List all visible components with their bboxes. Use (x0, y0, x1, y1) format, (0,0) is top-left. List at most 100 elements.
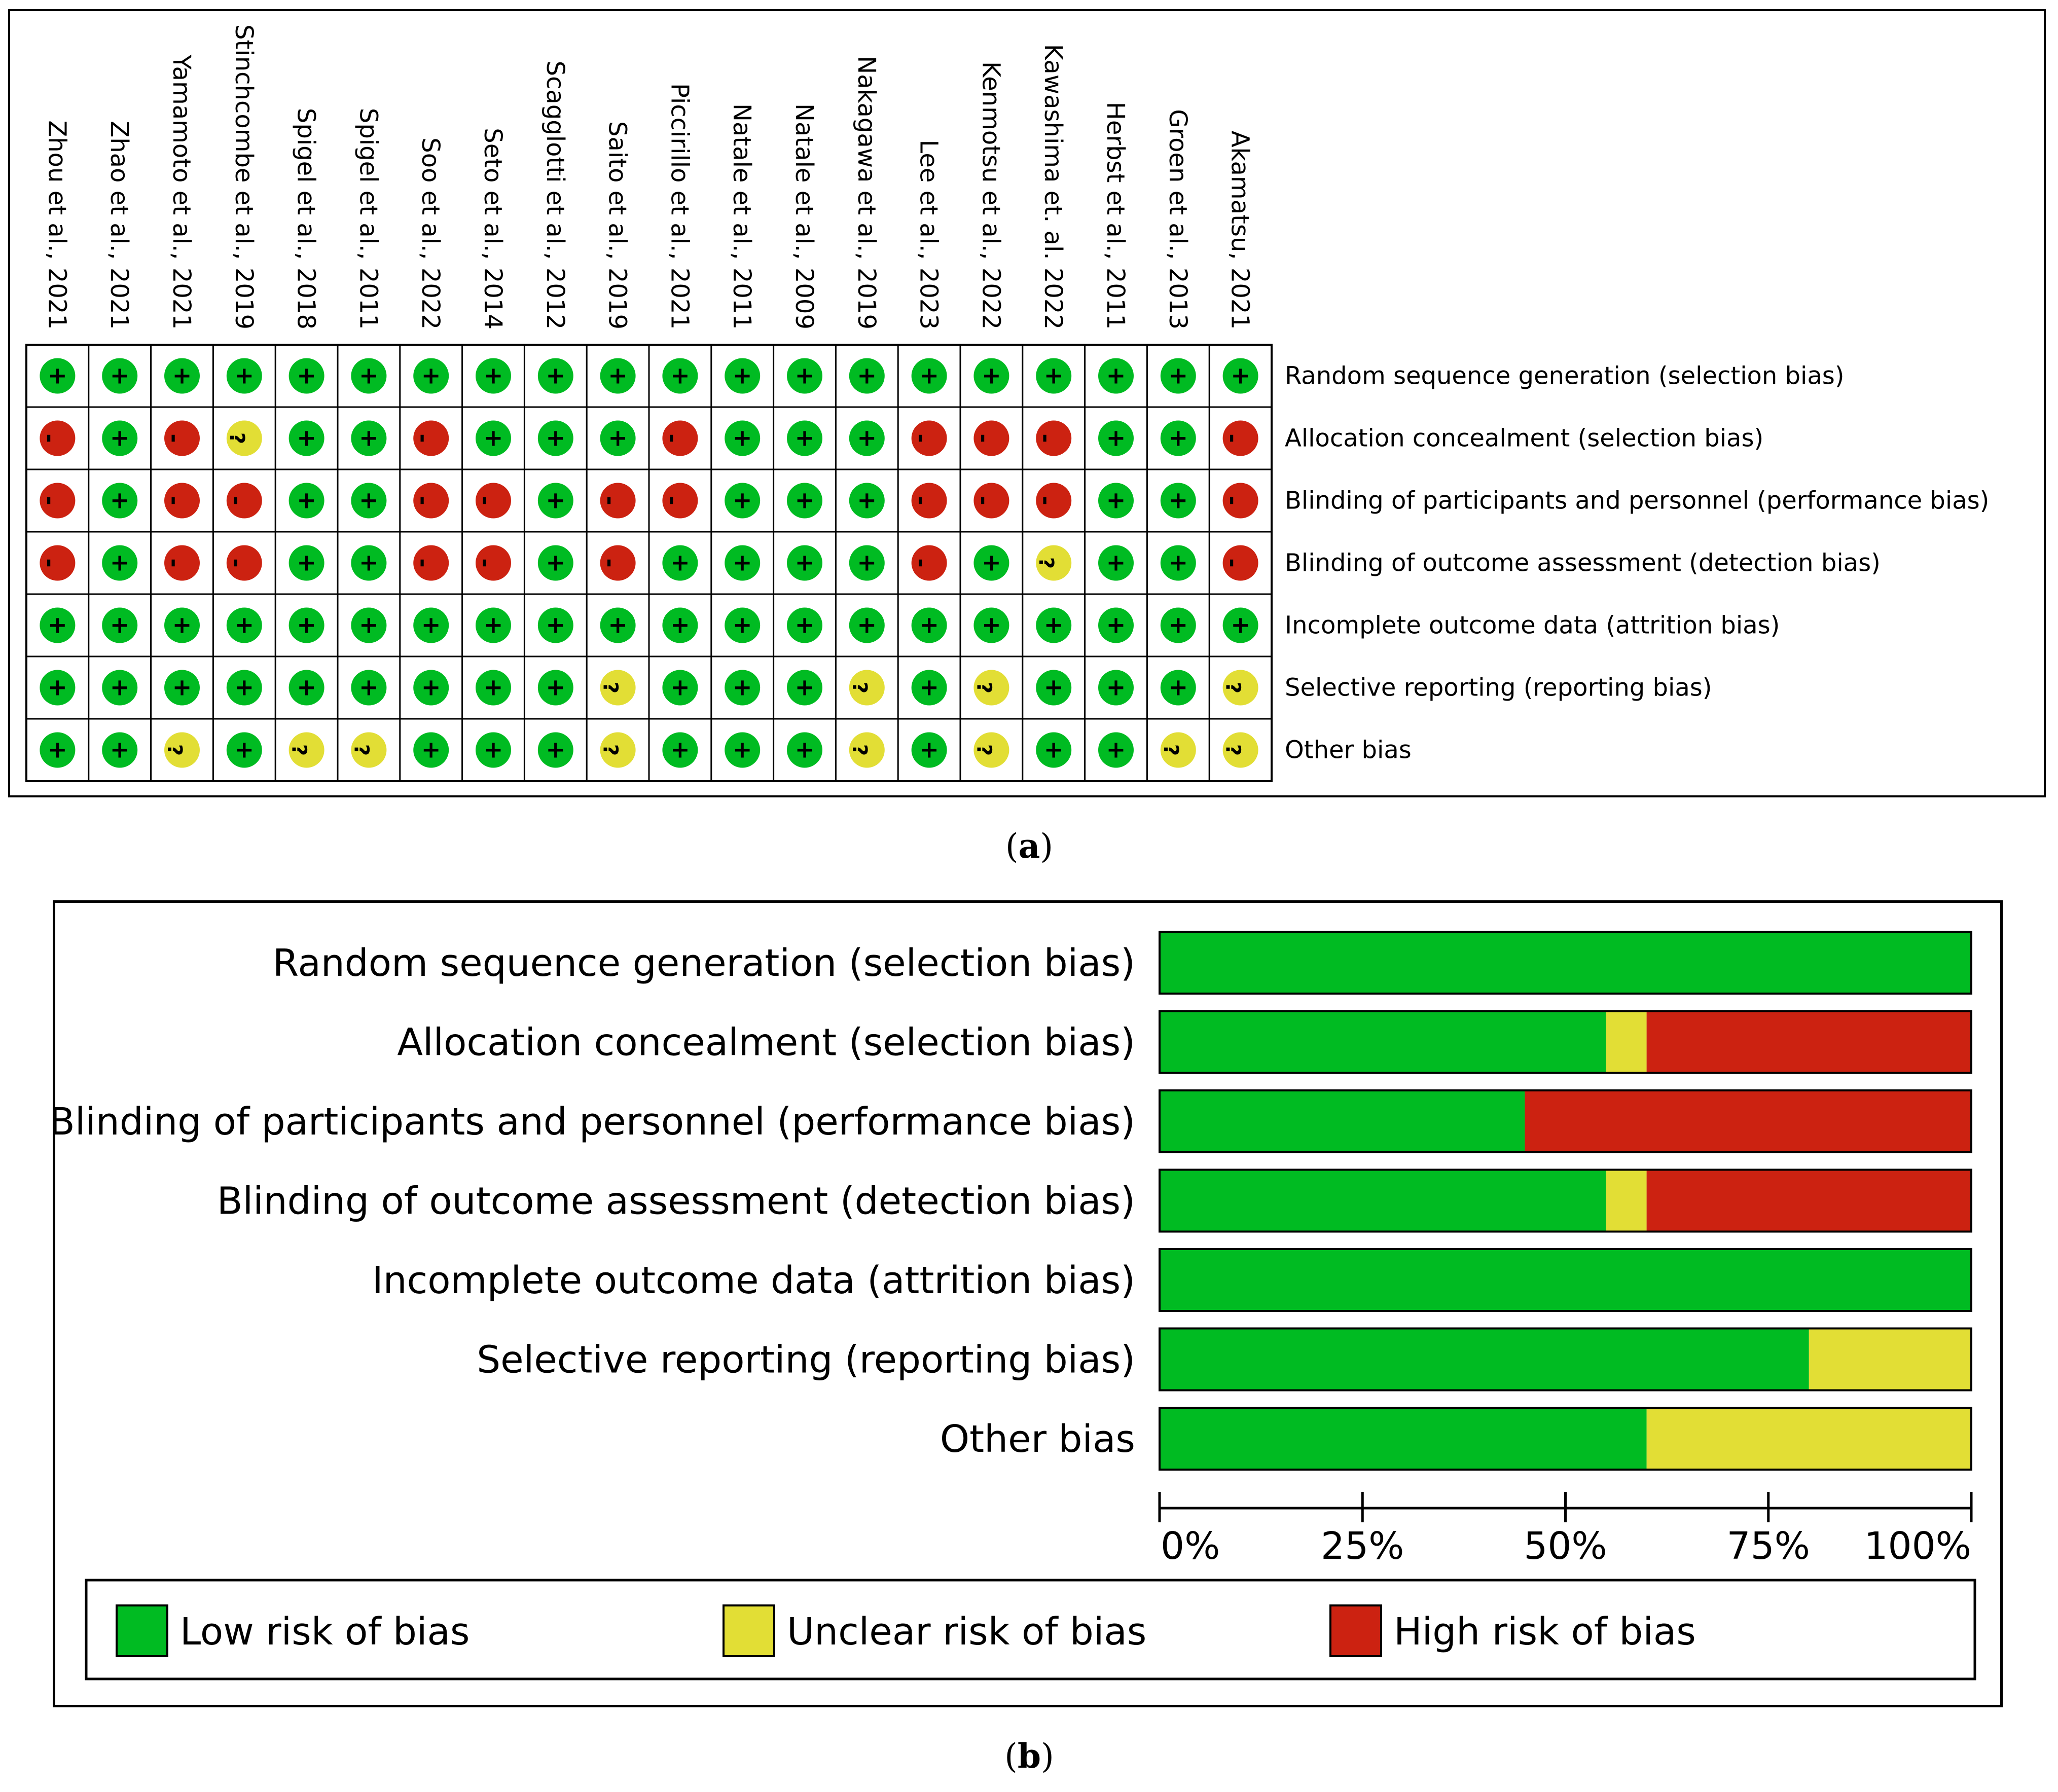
judgement-marker-low: + (1036, 607, 1072, 643)
study-label: Zhao et al., 2021 (105, 121, 133, 330)
judgement-symbol: + (919, 611, 939, 639)
judgement-circle (413, 545, 449, 581)
domain-label: Other bias (1285, 736, 1412, 764)
study-label: Natale et al., 2011 (728, 103, 756, 330)
judgement-circle (1222, 483, 1258, 519)
bar-segment-unclear (1646, 1408, 1971, 1470)
judgement-symbol: + (172, 362, 192, 389)
judgement-symbol: - (909, 433, 934, 443)
judgement-marker-low: + (1098, 420, 1134, 456)
judgement-symbol: + (857, 549, 877, 576)
study-label: Soo et al., 2022 (416, 137, 445, 330)
judgement-symbol: + (857, 611, 877, 639)
judgement-marker-low: + (725, 358, 761, 394)
judgement-circle (1222, 607, 1258, 643)
judgement-circle (600, 545, 636, 581)
judgement-symbol: - (410, 496, 436, 505)
judgement-symbol: + (795, 362, 815, 389)
judgement-circle (1222, 732, 1258, 768)
bar-segment-high (1525, 1090, 1971, 1152)
judgement-marker-high: - (37, 483, 76, 519)
judgement-circle (102, 358, 138, 394)
judgement-marker-high: - (597, 483, 636, 519)
judgement-marker-low: + (787, 358, 822, 394)
judgement-marker-low: + (40, 732, 76, 768)
judgement-marker-low: + (849, 358, 885, 394)
judgement-circle (537, 732, 573, 768)
judgement-symbol: + (733, 549, 752, 576)
study-label: Kawashima et. al. 2022 (1039, 44, 1067, 330)
panel-a-frame (8, 9, 2046, 797)
judgement-symbol: + (48, 611, 67, 639)
judgement-marker-low: + (288, 483, 324, 519)
judgement-symbol: + (359, 611, 379, 639)
judgement-circle (40, 358, 76, 394)
x-tick-label: 50% (1524, 1524, 1607, 1568)
study-label: Kenmotsu et al., 2022 (977, 61, 1005, 330)
bar-segment-low (1160, 1249, 1971, 1311)
judgement-circle (600, 607, 636, 643)
judgement-circle (288, 670, 324, 706)
judgement-marker-low: + (600, 420, 636, 456)
judgement-symbol: + (110, 362, 130, 389)
judgement-symbol: - (597, 496, 623, 505)
judgement-circle (1160, 670, 1196, 706)
bar-segment-low (1160, 1169, 1606, 1232)
domain-label: Selective reporting (reporting bias) (1285, 674, 1712, 702)
judgement-marker-low: + (1160, 607, 1196, 643)
judgement-marker-low: + (537, 483, 573, 519)
judgement-circle (351, 420, 387, 456)
judgement-symbol: + (235, 736, 255, 763)
bar-segment-low (1160, 1011, 1606, 1073)
judgement-circle (911, 670, 947, 706)
judgement-circle (164, 358, 200, 394)
bar-outline (1159, 1168, 1972, 1233)
judgement-marker-low: + (40, 607, 76, 643)
judgement-symbol: + (919, 362, 939, 389)
judgement-circle (1160, 545, 1196, 581)
judgement-marker-high: - (161, 545, 200, 581)
judgement-circle (476, 483, 511, 519)
judgement-symbol: - (1033, 433, 1059, 443)
judgement-symbol: + (608, 424, 628, 452)
judgement-marker-low: + (164, 607, 200, 643)
judgement-circle (662, 358, 698, 394)
judgement-marker-low: + (40, 670, 76, 706)
judgement-marker-low: + (351, 670, 387, 706)
judgement-marker-low: + (849, 607, 885, 643)
judgement-marker-low: + (288, 670, 324, 706)
judgement-symbol: + (110, 674, 130, 701)
judgement-circle (911, 420, 947, 456)
judgement-circle (600, 670, 636, 706)
study-label: Zhou et al., 2021 (43, 120, 71, 330)
judgement-symbol: + (1169, 674, 1188, 701)
judgement-marker-low: + (1036, 732, 1072, 768)
study-label: Groen et al., 2013 (1164, 109, 1192, 330)
judgement-circle (288, 732, 324, 768)
judgement-circle (413, 732, 449, 768)
judgement-symbol: + (359, 487, 379, 514)
judgement-marker-low: + (102, 420, 138, 456)
judgement-symbol: + (919, 674, 939, 701)
judgement-marker-low: + (787, 483, 822, 519)
judgement-marker-high: - (1033, 483, 1072, 519)
judgement-circle (226, 483, 262, 519)
judgement-symbol: + (1106, 487, 1126, 514)
bar-segment-high (1646, 1169, 1971, 1232)
judgement-marker-low: + (476, 420, 511, 456)
study-label: Stinchcombe et al., 2019 (230, 24, 258, 330)
judgement-circle (537, 483, 573, 519)
judgement-symbol: + (1106, 674, 1126, 701)
judgement-symbol: ? (1221, 744, 1245, 756)
judgement-symbol: ? (972, 744, 995, 756)
judgement-symbol: + (1169, 424, 1188, 452)
judgement-circle (662, 670, 698, 706)
judgement-marker-unclear: ? (225, 420, 262, 456)
x-tick-label: 75% (1727, 1524, 1810, 1568)
judgement-symbol: ? (848, 682, 871, 693)
judgement-symbol: + (1044, 736, 1064, 763)
judgement-circle (849, 483, 885, 519)
judgement-marker-low: + (725, 545, 761, 581)
judgement-symbol: ? (287, 744, 311, 756)
judgement-marker-low: + (102, 545, 138, 581)
